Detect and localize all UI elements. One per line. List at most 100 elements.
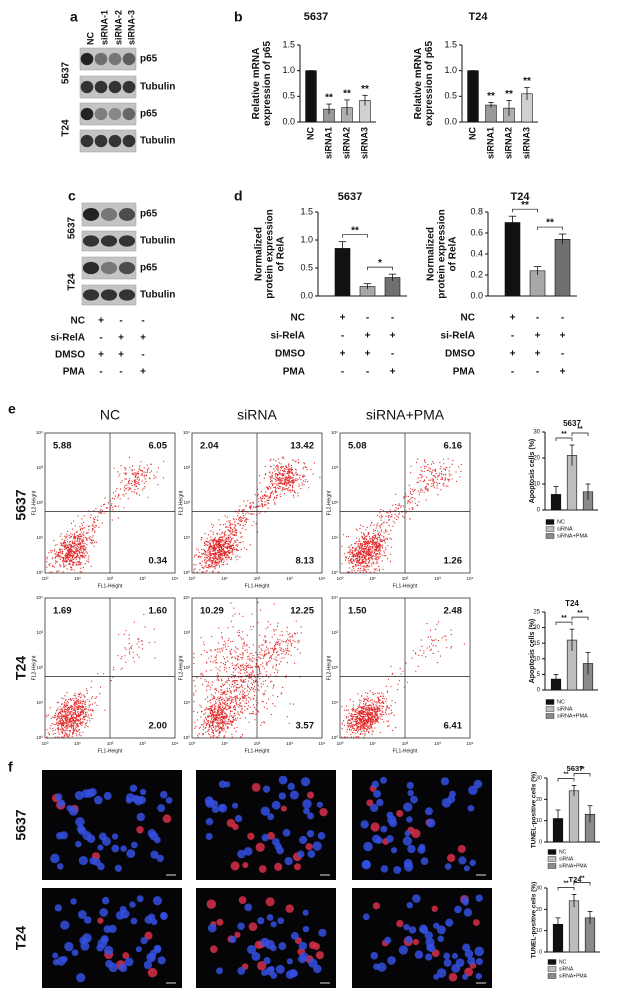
nucleus [216,918,224,926]
nucleus [444,863,452,870]
nucleus [458,856,467,865]
treatment-mark: - [119,316,122,327]
y-tick-label: 0.2 [470,269,483,279]
treatment-mark: + [560,331,566,342]
nucleus [218,804,225,811]
nucleus [424,807,433,816]
y-tick-label: 10 [533,656,540,662]
x-tick-label: 10⁴ [319,741,326,746]
y-tick-label: 10⁰ [331,570,338,575]
treatment-mark: - [391,313,394,324]
nucleus [405,935,413,944]
treatment-mark: + [365,331,371,342]
lane-label: siRNA-2 [113,10,123,45]
blot-band [108,80,122,94]
nucleus [93,795,103,805]
nucleus [426,818,436,828]
nucleus [54,904,62,912]
error-bar [553,486,559,503]
error-bar [585,652,591,675]
nucleus [457,844,466,853]
bar [305,70,317,123]
nucleus [263,957,271,965]
nucleus [237,849,246,859]
nucleus [433,973,440,980]
nucleus [454,905,462,914]
y-tick-label: 10² [331,500,338,505]
significance-bracket [342,234,368,238]
nucleus [387,956,396,965]
x-tick-label: NC [305,127,315,140]
nucleus [270,971,278,979]
nucleus [270,944,277,952]
x-tick-label: 10² [254,741,261,746]
nucleus [451,952,459,960]
nucleus [436,968,447,978]
nucleus [372,902,381,910]
treatment-label: si-RelA [51,333,85,344]
y-axis-label: FL2-Height [326,655,332,680]
nucleus [469,859,476,867]
nucleus [319,807,328,817]
nucleus [280,805,287,812]
y-tick-label: 10³ [183,630,190,635]
nucleus [402,836,413,846]
nucleus [277,917,285,925]
y-tick-label: 10 [536,818,542,824]
error-bar [362,94,368,106]
nucleus [204,796,214,806]
y-axis-label: TUNEL-positive cells (%) [531,772,538,849]
y-tick-label: 10⁴ [36,595,43,600]
nucleus [136,812,145,822]
significance-bracket [512,208,538,213]
x-tick-label: siRNA2 [341,127,351,159]
blot-band [80,134,94,148]
significance-label: ** [577,610,583,617]
nucleus [412,938,420,946]
nucleus [379,776,387,784]
legend-swatch [547,973,557,979]
nucleus [375,836,383,844]
nucleus [244,903,253,912]
legend-swatch [547,863,557,869]
nucleus [425,937,435,948]
y-tick-label: 10⁴ [331,595,338,600]
significance-bracket [555,437,573,441]
error-bar [338,241,347,256]
y-axis-label: expression of p65 [424,41,435,126]
nucleus [390,847,398,854]
nucleus [60,920,70,930]
x-tick-label: 10⁰ [189,741,196,746]
nucleus [467,956,476,965]
blot-band [122,80,136,94]
nucleus [299,835,308,845]
nucleus [234,931,241,938]
y-axis-label: Relative mRNA [251,48,262,120]
y-axis-label: Normalized [254,227,265,281]
nucleus [230,861,240,871]
blot-band [100,261,118,275]
legend-label: NC [557,519,565,525]
y-tick-label: 10² [36,500,43,505]
nucleus [440,777,450,786]
significance-label: * [378,258,382,269]
error-bar [344,99,350,116]
nucleus [278,775,288,785]
x-tick-label: 10² [402,576,409,581]
blot-band [108,107,122,121]
x-tick-label: 10¹ [74,576,81,581]
quadrant-value: 6.16 [444,441,463,452]
treatment-label: DMSO [55,350,85,361]
protein-label: Tubulin [140,236,175,247]
nucleus [302,909,309,916]
nucleus [284,856,293,866]
blot-band [122,107,136,121]
blot-strip [79,102,137,126]
lane-label: NC [85,32,95,45]
blot-band [94,80,108,94]
error-bar [488,102,494,108]
nucleus [396,919,404,928]
nucleus [257,917,265,925]
nucleus [130,841,138,849]
x-tick-label: 10⁰ [42,576,49,581]
